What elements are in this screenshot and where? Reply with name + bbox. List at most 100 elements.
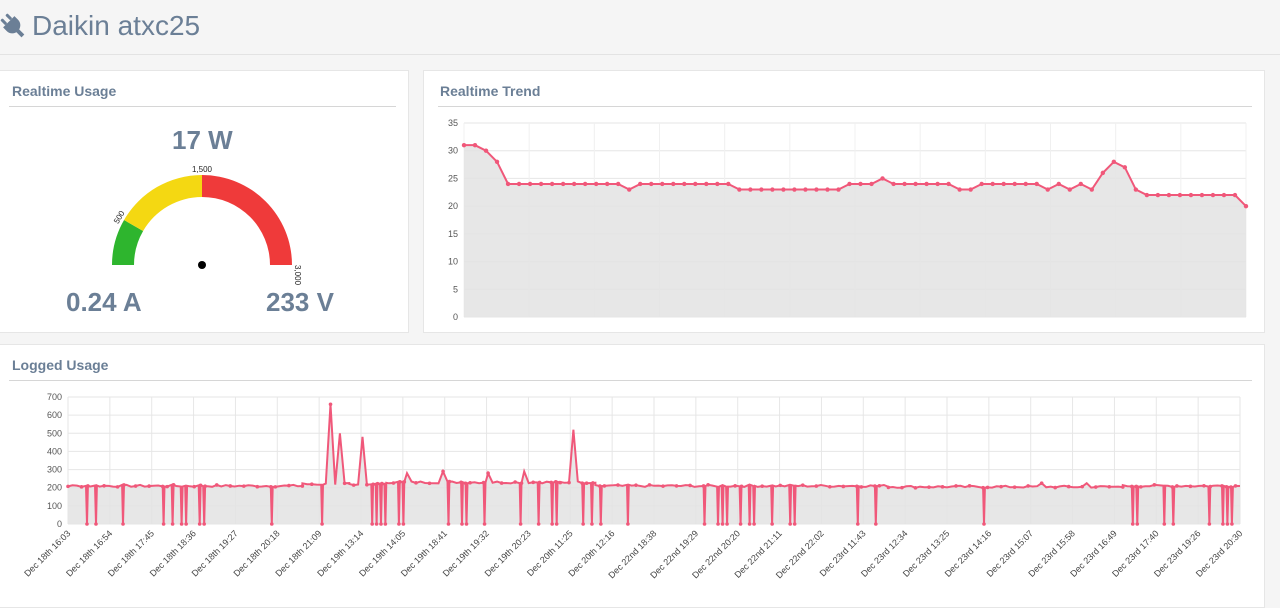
logged-point <box>603 484 607 488</box>
trend-point <box>913 182 917 186</box>
trend-point <box>1222 193 1226 197</box>
y-tick-label: 0 <box>453 312 458 322</box>
trend-point <box>803 187 807 191</box>
logged-point <box>580 481 584 485</box>
logged-point <box>1153 483 1157 487</box>
y-tick-label: 0 <box>57 519 62 529</box>
logged-point <box>702 484 706 488</box>
y-tick-label: 5 <box>453 284 458 294</box>
trend-point <box>1001 182 1005 186</box>
logged-point <box>873 484 877 488</box>
trend-point <box>869 182 873 186</box>
trend-point <box>671 182 675 186</box>
logged-point <box>598 484 602 488</box>
logged-point <box>215 483 219 487</box>
logged-point <box>887 486 891 490</box>
logged-point <box>549 481 553 485</box>
logged-point <box>927 485 931 489</box>
plug-icon <box>0 13 26 39</box>
logged-point <box>256 485 260 489</box>
y-tick-label: 15 <box>448 229 458 239</box>
logged-point <box>1220 484 1224 488</box>
trend-point <box>1013 182 1017 186</box>
logged-point <box>531 481 535 485</box>
logged-point <box>567 481 571 485</box>
trend-point <box>814 187 818 191</box>
logged-point <box>343 482 347 486</box>
trend-point <box>616 182 620 186</box>
trend-point <box>968 187 972 191</box>
logged-point <box>555 522 559 526</box>
logged-point <box>165 485 169 489</box>
logged-point <box>464 481 468 485</box>
trend-point <box>880 176 884 180</box>
trend-point <box>957 187 961 191</box>
logged-point <box>1026 484 1030 488</box>
trend-point <box>759 187 763 191</box>
logged-point <box>199 484 203 488</box>
logged-point <box>986 486 990 490</box>
logged-point <box>242 484 246 488</box>
trend-point <box>1024 182 1028 186</box>
trend-point <box>847 182 851 186</box>
trend-point <box>1178 193 1182 197</box>
gauge-band <box>202 175 292 265</box>
logged-point <box>634 483 638 487</box>
logged-point <box>706 483 710 487</box>
trend-point <box>1167 193 1171 197</box>
logged-point <box>86 484 90 488</box>
logged-point <box>550 522 554 526</box>
logged-point <box>554 480 558 484</box>
trend-point <box>1156 193 1160 197</box>
logged-point <box>320 522 324 526</box>
logged-point <box>352 483 356 487</box>
trend-point <box>990 182 994 186</box>
logged-point <box>66 485 70 489</box>
logged-point <box>270 522 274 526</box>
logged-point <box>375 522 379 526</box>
trend-point <box>935 182 939 186</box>
trend-point <box>726 182 730 186</box>
gauge-tick-label: 1,500 <box>192 165 213 174</box>
logged-point <box>941 485 945 489</box>
trend-point <box>924 182 928 186</box>
logged-point <box>301 484 305 488</box>
y-tick-label: 25 <box>448 173 458 183</box>
device-name: Daikin atxc25 <box>32 10 200 42</box>
logged-point <box>380 482 384 486</box>
logged-point <box>1130 485 1134 489</box>
logged-point <box>856 522 860 526</box>
logged-point <box>483 522 487 526</box>
trend-point <box>1211 193 1215 197</box>
logged-point <box>721 522 725 526</box>
trend-point <box>561 182 565 186</box>
y-tick-label: 700 <box>47 392 62 402</box>
logged-point <box>725 522 729 526</box>
logged-point <box>1209 485 1213 489</box>
logged-point <box>878 484 882 488</box>
trend-point <box>1079 182 1083 186</box>
logged-point <box>1163 522 1167 526</box>
logged-point <box>180 522 184 526</box>
logged-point <box>414 481 418 485</box>
logged-point <box>482 481 486 485</box>
logged-point <box>599 522 603 526</box>
trend-point <box>484 149 488 153</box>
logged-point <box>397 522 401 526</box>
y-tick-label: 10 <box>448 257 458 267</box>
logged-point <box>448 480 452 484</box>
logged-point <box>1221 522 1225 526</box>
logged-point <box>184 522 188 526</box>
logged-point <box>1202 484 1206 488</box>
logged-point <box>192 485 196 489</box>
trend-point <box>1046 187 1050 191</box>
logged-point <box>172 483 176 487</box>
trend-point <box>594 182 598 186</box>
trend-point <box>660 182 664 186</box>
gauge-needle-pivot <box>198 261 206 269</box>
trend-point <box>1189 193 1193 197</box>
logged-point <box>384 522 388 526</box>
